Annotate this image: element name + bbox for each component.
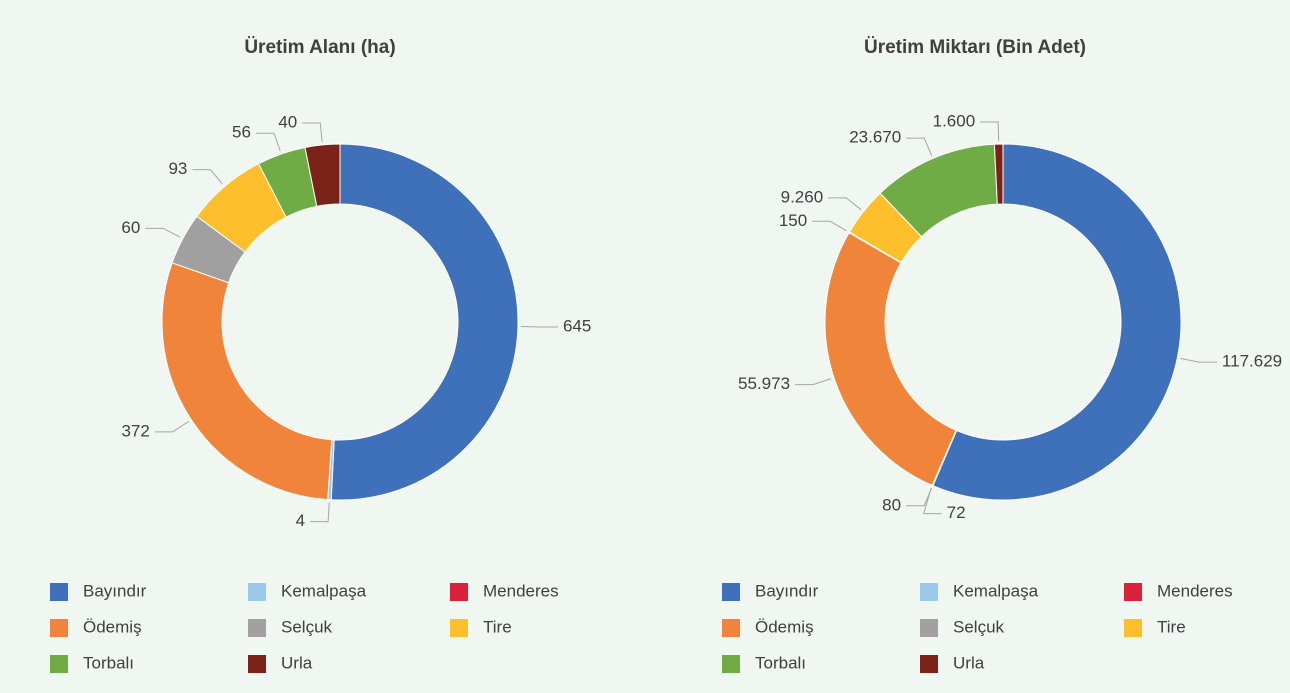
legend-swatch xyxy=(50,655,68,673)
data-label: 60 xyxy=(121,218,140,237)
leader-line xyxy=(980,121,1000,142)
legend-swatch xyxy=(50,619,68,637)
data-label: 80 xyxy=(882,495,901,514)
data-label: 150 xyxy=(779,211,807,230)
donut-slice xyxy=(161,262,333,501)
leader-line xyxy=(828,197,862,211)
legend-label: Torbalı xyxy=(755,653,806,672)
data-label: 9.260 xyxy=(781,187,824,206)
leader-line xyxy=(906,488,933,507)
data-label: 372 xyxy=(121,421,149,440)
legend-swatch xyxy=(50,583,68,601)
legend-swatch xyxy=(248,655,266,673)
chart-title: Üretim Alanı (ha) xyxy=(244,37,395,58)
data-label: 4 xyxy=(296,511,305,530)
donut-slice xyxy=(932,143,1182,501)
leader-line xyxy=(145,227,181,238)
legend-swatch xyxy=(248,583,266,601)
legend-swatch xyxy=(722,655,740,673)
legend-label: Tire xyxy=(1157,617,1186,636)
leader-line xyxy=(812,220,847,232)
legend-label: Selçuk xyxy=(281,617,333,636)
leader-line xyxy=(310,502,330,523)
legend-swatch xyxy=(920,583,938,601)
data-label: 93 xyxy=(168,159,187,178)
leader-line xyxy=(255,132,281,152)
legend-swatch xyxy=(450,583,468,601)
leader-line xyxy=(1180,357,1217,363)
legend-label: Urla xyxy=(281,653,313,672)
legend-label: Bayındır xyxy=(83,581,147,600)
data-label: 56 xyxy=(232,123,251,142)
data-label: 645 xyxy=(563,316,591,335)
donut-slice xyxy=(993,143,1004,205)
donut-slice xyxy=(304,143,341,207)
legend-swatch xyxy=(920,619,938,637)
leader-line xyxy=(154,420,190,433)
data-label: 23.670 xyxy=(849,128,901,147)
legend-label: Selçuk xyxy=(953,617,1005,636)
data-label: 117.629 xyxy=(1222,352,1282,371)
legend-label: Ödemiş xyxy=(83,617,142,636)
legend-label: Urla xyxy=(953,653,985,672)
data-label: 72 xyxy=(947,503,966,522)
legend-swatch xyxy=(450,619,468,637)
legend-label: Ödemiş xyxy=(755,617,814,636)
leader-line xyxy=(906,137,933,156)
legend-swatch xyxy=(1124,619,1142,637)
leader-line xyxy=(923,488,942,515)
leader-line xyxy=(795,378,832,386)
legend-label: Torbalı xyxy=(83,653,134,672)
leader-line xyxy=(192,169,224,185)
legend-swatch xyxy=(1124,583,1142,601)
legend-swatch xyxy=(722,583,740,601)
legend-swatch xyxy=(722,619,740,637)
legend-label: Bayındır xyxy=(755,581,819,600)
legend-label: Kemalpaşa xyxy=(953,581,1039,600)
data-label: 55.973 xyxy=(738,374,790,393)
legend-label: Menderes xyxy=(483,581,559,600)
donut-slice xyxy=(330,143,519,501)
data-label: 1.600 xyxy=(933,112,976,131)
legend-label: Menderes xyxy=(1157,581,1233,600)
legend-label: Kemalpaşa xyxy=(281,581,367,600)
legend-swatch xyxy=(920,655,938,673)
data-label: 40 xyxy=(278,112,297,131)
donut-slice xyxy=(824,232,957,486)
leader-line xyxy=(302,122,323,142)
legend-swatch xyxy=(248,619,266,637)
chart-title: Üretim Miktarı (Bin Adet) xyxy=(864,37,1086,58)
legend-label: Tire xyxy=(483,617,512,636)
